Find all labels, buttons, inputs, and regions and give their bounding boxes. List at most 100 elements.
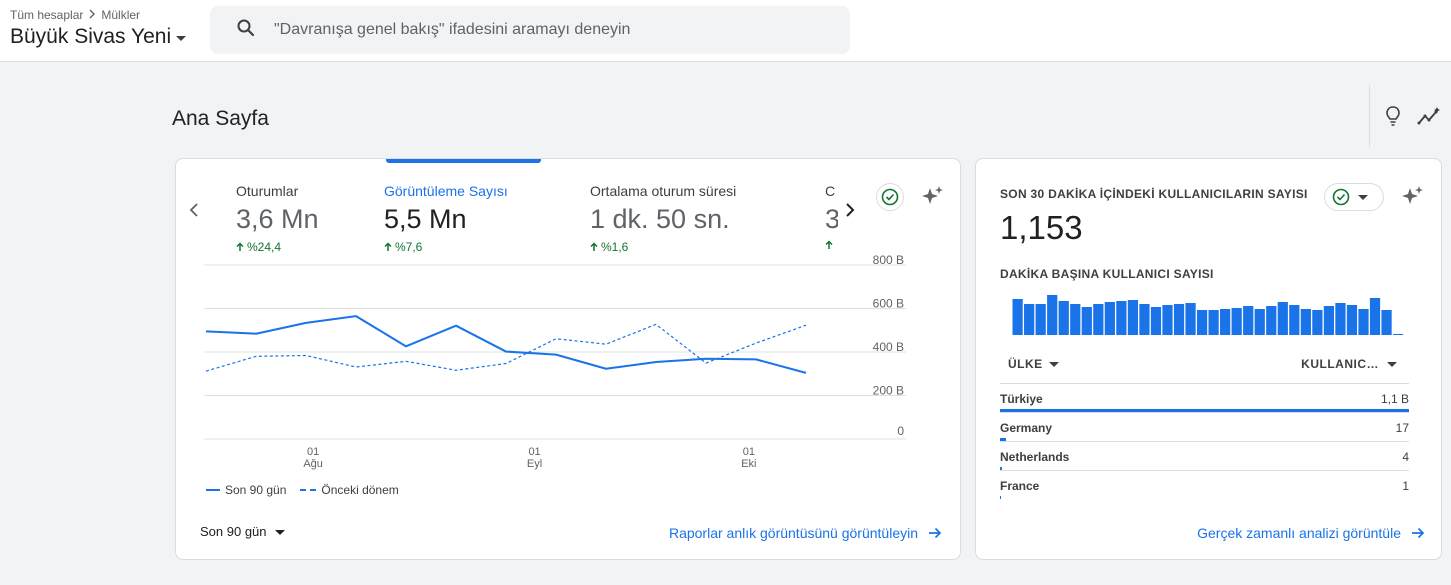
sparkle-icon[interactable] bbox=[920, 184, 946, 210]
x-tick-month: Eki bbox=[741, 458, 756, 470]
lightbulb-icon[interactable] bbox=[1379, 102, 1407, 130]
chevron-right-icon[interactable] bbox=[840, 199, 860, 221]
search-bar[interactable]: "Davranışa genel bakış" ifadesini aramay… bbox=[210, 6, 850, 54]
realtime-report-link[interactable]: Gerçek zamanlı analizi görüntüle bbox=[1197, 525, 1425, 541]
check-circle-icon[interactable] bbox=[876, 183, 904, 211]
minute-bar bbox=[1047, 295, 1058, 335]
page-title: Ana Sayfa bbox=[172, 107, 269, 130]
x-tick-day: 01 bbox=[743, 446, 755, 458]
minute-bar bbox=[1012, 299, 1023, 335]
metric-views[interactable]: Görüntüleme Sayısı 5,5 Mn %7,6 bbox=[384, 183, 508, 254]
property-selector[interactable]: Büyük Sivas Yeni bbox=[10, 25, 187, 49]
x-tick-day: 01 bbox=[307, 446, 319, 458]
check-circle-icon bbox=[1332, 188, 1350, 206]
metric-delta-value: %1,6 bbox=[601, 240, 629, 254]
chevron-left-icon[interactable] bbox=[184, 199, 204, 221]
minute-bar bbox=[1196, 310, 1208, 335]
y-tick-label: 800 B bbox=[873, 253, 904, 267]
minute-bar bbox=[1162, 305, 1173, 335]
users-column-header[interactable]: KULLANIC… bbox=[1301, 357, 1397, 371]
table-row[interactable]: Türkiye 1,1 B bbox=[1000, 383, 1409, 412]
country-name: Netherlands bbox=[1000, 450, 1070, 464]
metric-label: C bbox=[825, 183, 836, 199]
view-reports-link[interactable]: Raporlar anlık görüntüsünü görüntüleyin bbox=[669, 525, 942, 541]
share-bar bbox=[1000, 409, 1409, 412]
realtime-title: SON 30 DAKİKA İÇİNDEKİ KULLANICILARIN SA… bbox=[1000, 187, 1308, 201]
metric-sessions[interactable]: Oturumlar 3,6 Mn %24,4 bbox=[236, 183, 319, 254]
table-row[interactable]: Netherlands 4 bbox=[1000, 441, 1409, 470]
column-label: KULLANIC… bbox=[1301, 357, 1379, 371]
minute-bar bbox=[1369, 298, 1381, 335]
minute-bar bbox=[1035, 304, 1046, 335]
insights-icon[interactable] bbox=[1415, 102, 1443, 130]
metric-delta-value: %7,6 bbox=[395, 240, 423, 254]
minute-bar bbox=[1266, 306, 1277, 335]
arrow-up-icon bbox=[384, 242, 392, 251]
y-tick-label: 200 B bbox=[873, 384, 904, 398]
legend-dashed-swatch bbox=[300, 489, 317, 491]
minute-bar bbox=[1358, 309, 1369, 335]
series-line-current bbox=[205, 315, 807, 374]
status-dropdown[interactable] bbox=[1324, 183, 1384, 211]
minute-bar bbox=[1208, 310, 1219, 335]
divider bbox=[1369, 85, 1370, 147]
user-count: 1 bbox=[1402, 479, 1409, 493]
arrow-up-icon bbox=[825, 240, 833, 249]
minute-bar bbox=[1116, 301, 1127, 335]
chevron-right-icon bbox=[85, 8, 99, 22]
metric-delta: %1,6 bbox=[590, 240, 736, 254]
minute-bar bbox=[1243, 306, 1254, 335]
table-row[interactable]: France 1 bbox=[1000, 470, 1409, 499]
x-tick-month: Ağu bbox=[303, 458, 323, 470]
metric-value: 3,6 Mn bbox=[236, 204, 319, 234]
arrow-up-icon bbox=[590, 242, 598, 251]
active-tab-indicator bbox=[386, 159, 541, 163]
minute-bar bbox=[1024, 304, 1035, 335]
legend-item-current: Son 90 gün bbox=[206, 483, 286, 497]
metric-value: 5,5 Mn bbox=[384, 204, 467, 234]
caret-down-icon bbox=[1358, 194, 1368, 200]
overview-card: Oturumlar 3,6 Mn %24,4 Görüntüleme Sayıs… bbox=[175, 158, 961, 560]
minute-bar bbox=[1139, 304, 1150, 335]
minute-bar bbox=[1312, 310, 1323, 335]
column-label: ÜLKE bbox=[1008, 357, 1043, 371]
period-label: Son 90 gün bbox=[200, 524, 267, 539]
country-column-header[interactable]: ÜLKE bbox=[1008, 357, 1059, 371]
metric-label: Ortalama oturum süresi bbox=[590, 183, 737, 199]
sparkle-icon[interactable] bbox=[1400, 184, 1426, 210]
metric-avg-session[interactable]: Ortalama oturum süresi 1 dk. 50 sn. %1,6 bbox=[590, 183, 736, 254]
minute-bar bbox=[1058, 301, 1069, 335]
metric-value: 3 bbox=[825, 204, 838, 235]
y-tick-label: 0 bbox=[897, 424, 904, 438]
legend-label: Önceki dönem bbox=[321, 483, 399, 497]
minute-bar bbox=[1093, 304, 1104, 335]
minute-bar bbox=[1289, 305, 1300, 335]
per-minute-title: DAKİKA BAŞINA KULLANICI SAYISI bbox=[1000, 267, 1214, 281]
search-placeholder: "Davranışa genel bakış" ifadesini aramay… bbox=[274, 21, 631, 38]
caret-down-icon bbox=[1048, 362, 1059, 367]
per-minute-bar-chart bbox=[1012, 295, 1404, 335]
breadcrumb-accounts[interactable]: Tüm hesaplar bbox=[10, 8, 84, 22]
country-table: Türkiye 1,1 B Germany 17 Netherlands 4 France 1 bbox=[1000, 383, 1409, 499]
country-name: Türkiye bbox=[1000, 392, 1043, 406]
series-line-previous bbox=[205, 323, 807, 372]
arrow-right-icon bbox=[929, 527, 942, 539]
user-count: 17 bbox=[1395, 421, 1409, 435]
metric-partial[interactable]: C 3 bbox=[825, 183, 838, 250]
breadcrumb-properties[interactable]: Mülkler bbox=[101, 8, 141, 22]
period-selector[interactable]: Son 90 gün bbox=[200, 524, 285, 539]
property-name: Büyük Sivas Yeni bbox=[10, 25, 172, 48]
legend-solid-swatch bbox=[206, 489, 220, 491]
metric-delta bbox=[825, 240, 838, 250]
minute-bar bbox=[1220, 309, 1231, 335]
legend-item-previous: Önceki dönem bbox=[300, 483, 399, 497]
country-name: Germany bbox=[1000, 421, 1053, 435]
y-tick-label: 600 B bbox=[873, 297, 904, 311]
caret-down-icon bbox=[274, 529, 285, 535]
minute-bar bbox=[1127, 300, 1139, 335]
minute-bar bbox=[1254, 309, 1265, 335]
chart-legend: Son 90 gün Önceki dönem bbox=[206, 483, 399, 497]
table-row[interactable]: Germany 17 bbox=[1000, 412, 1409, 441]
realtime-card: SON 30 DAKİKA İÇİNDEKİ KULLANICILARIN SA… bbox=[975, 158, 1442, 560]
